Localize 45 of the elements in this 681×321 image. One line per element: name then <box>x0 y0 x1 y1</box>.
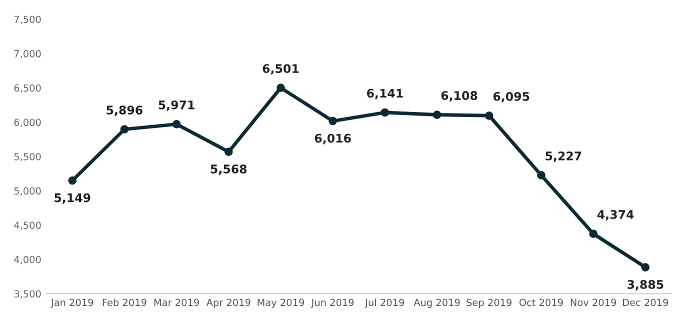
y-tick-label: 5,000 <box>14 187 41 196</box>
point <box>224 148 233 156</box>
point <box>484 111 494 120</box>
y-tick-label: 6,000 <box>14 118 41 128</box>
point <box>432 110 442 119</box>
point <box>589 230 598 238</box>
x-tick-label: Apr 2019 <box>206 298 250 308</box>
x-tick-label: Mar 2019 <box>154 298 199 306</box>
y-tick-label: 6,500 <box>14 84 41 93</box>
data-label: 5,227 <box>546 152 582 162</box>
data-label: 4,374 <box>597 210 634 220</box>
x-tick-label: Jan 2019 <box>50 298 94 308</box>
point <box>276 84 285 92</box>
point <box>172 120 181 128</box>
x-tick-label: Aug 2019 <box>414 298 460 308</box>
data-label: 5,971 <box>158 100 194 111</box>
point <box>68 176 77 185</box>
x-tick-label: Jun 2019 <box>310 298 354 308</box>
point <box>328 116 338 126</box>
x-tick-label: Dec 2019 <box>623 298 668 306</box>
data-label: 5,896 <box>106 106 142 116</box>
y-tick-label: 7,500 <box>14 16 41 24</box>
point <box>641 263 650 272</box>
x-tick-label: Feb 2019 <box>102 298 146 306</box>
data-label: 6,108 <box>441 91 478 102</box>
data-label: 6,095 <box>493 92 530 102</box>
x-tick-label: Nov 2019 <box>570 298 616 306</box>
y-tick-label: 3,500 <box>14 290 41 299</box>
point <box>120 125 129 134</box>
x-tick-label: Oct 2019 <box>519 298 563 306</box>
data-label: 6,141 <box>366 88 403 100</box>
x-tick-label: Sep 2019 <box>466 298 512 308</box>
point <box>380 108 390 117</box>
data-label: 6,016 <box>314 134 351 144</box>
data-label: 3,885 <box>628 280 664 290</box>
y-tick-label: 4,000 <box>14 256 41 264</box>
data-label: 5,149 <box>54 193 90 204</box>
x-tick-label: May 2019 <box>258 298 304 308</box>
point <box>537 171 546 180</box>
data-label: 5,568 <box>210 164 247 175</box>
y-tick-label: 5,500 <box>14 152 41 162</box>
data-label: 6,501 <box>262 64 299 75</box>
y-tick-label: 7,000 <box>14 50 41 58</box>
x-tick-label: Jul 2019 <box>364 298 404 308</box>
y-tick-label: 4,500 <box>14 222 41 230</box>
